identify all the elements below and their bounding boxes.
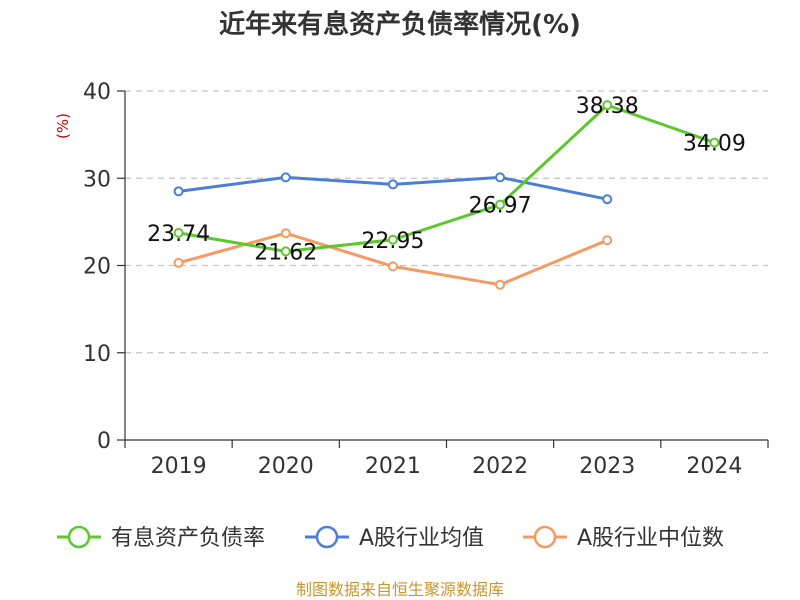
data-point[interactable] xyxy=(173,186,184,197)
y-tick-label: 30 xyxy=(83,167,111,192)
data-label: 21.62 xyxy=(254,240,317,265)
data-point[interactable] xyxy=(173,227,184,238)
data-point[interactable] xyxy=(387,234,398,245)
legend-label: A股行业均值 xyxy=(359,526,484,551)
y-tick-label: 10 xyxy=(83,342,111,367)
grid-lines xyxy=(125,90,768,354)
data-point[interactable] xyxy=(602,235,613,246)
legend-swatch-marker xyxy=(315,525,339,549)
data-label: 34.09 xyxy=(683,132,746,157)
chart-title: 近年来有息资产负债率情况(%) xyxy=(219,9,581,40)
data-point[interactable] xyxy=(495,279,506,290)
series-line xyxy=(178,103,715,253)
data-point[interactable] xyxy=(280,246,291,257)
data-point[interactable] xyxy=(387,261,398,272)
legend-item[interactable]: A股行业均值 xyxy=(305,525,484,551)
x-tick-label: 2023 xyxy=(579,454,635,479)
data-point[interactable] xyxy=(280,172,291,183)
legend-label: 有息资产负债率 xyxy=(111,526,265,551)
y-tick-label: 20 xyxy=(83,255,111,280)
data-point[interactable] xyxy=(709,137,720,148)
x-tick-label: 2020 xyxy=(258,454,314,479)
x-tick-label: 2024 xyxy=(686,454,742,479)
legend-swatch-marker xyxy=(67,525,91,549)
data-point[interactable] xyxy=(387,179,398,190)
data-labels: 23.74 21.62 22.95 26.97 38.38 34.09 xyxy=(147,94,746,265)
y-axis-unit-label: (%) xyxy=(54,113,72,139)
data-label: 23.74 xyxy=(147,222,210,247)
series-lines xyxy=(173,100,720,290)
y-tick-label: 40 xyxy=(83,80,111,105)
data-point[interactable] xyxy=(602,194,613,205)
data-point[interactable] xyxy=(495,199,506,210)
x-tick-label: 2022 xyxy=(472,454,528,479)
legend-item[interactable]: A股行业中位数 xyxy=(523,525,724,551)
data-label: 22.95 xyxy=(361,229,424,254)
data-point[interactable] xyxy=(173,257,184,268)
x-tick-label: 2021 xyxy=(365,454,421,479)
data-source-note: 制图数据来自恒生聚源数据库 xyxy=(296,580,504,599)
axes: 0 10 20 30 40 2019 2020 2021 2022 2023 2024 xyxy=(83,80,769,479)
data-point[interactable] xyxy=(602,100,613,111)
legend-swatch-marker xyxy=(533,525,557,549)
data-label: 38.38 xyxy=(576,94,639,119)
x-tick-label: 2019 xyxy=(151,454,207,479)
data-point[interactable] xyxy=(280,228,291,239)
legend[interactable]: 有息资产负债率 A股行业均值 A股行业中位数 xyxy=(57,525,724,551)
legend-item[interactable]: 有息资产负债率 xyxy=(57,525,265,551)
y-tick-label: 0 xyxy=(97,429,111,454)
legend-label: A股行业中位数 xyxy=(577,526,724,551)
data-point[interactable] xyxy=(495,172,506,183)
data-label: 26.97 xyxy=(469,194,532,219)
